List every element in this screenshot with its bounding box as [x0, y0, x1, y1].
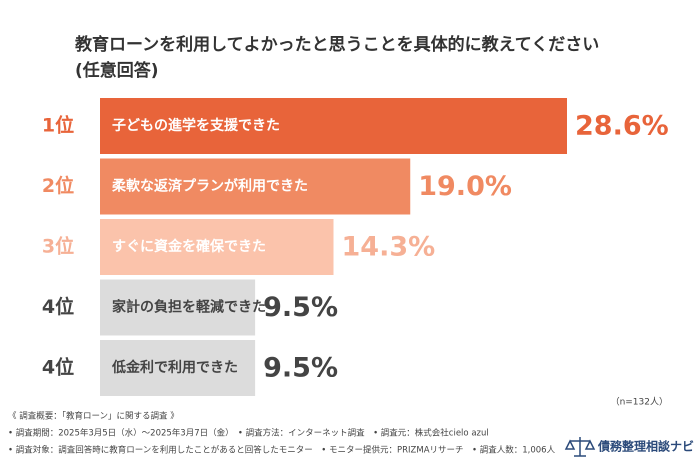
- category-label: 子どもの進学を支援できた: [112, 117, 280, 134]
- note: • 調査期間：2025年3月5日（水）～2025年3月7日（金） • 調査方法：…: [8, 428, 489, 439]
- category-label: 低金利で利用できた: [111, 359, 238, 376]
- logo-icon: [564, 437, 596, 457]
- note: • 調査対象：調査回答時に教育ローンを利用したことがあると回答したモニター • …: [8, 445, 556, 456]
- rank-label: 4位: [42, 356, 74, 379]
- rank-label: 1位: [42, 114, 74, 137]
- value-label: 9.5%: [263, 353, 338, 384]
- bar: [100, 219, 334, 275]
- chart-subtitle: (任意回答): [75, 60, 159, 81]
- note: 《 調査概要：「教育ローン」に関する調査 》: [8, 411, 179, 422]
- rank-label: 4位: [42, 295, 74, 318]
- logo: 債務整理相談ナビ: [597, 439, 694, 454]
- category-label: 柔軟な返済プランが利用できた: [111, 178, 308, 195]
- value-label: 14.3%: [342, 232, 436, 263]
- category-label: すぐに資金を確保できた: [112, 238, 266, 255]
- bar: [100, 340, 256, 396]
- category-label: 家計の負担を軽減できた: [112, 299, 266, 316]
- rank-label: 3位: [42, 235, 74, 258]
- bar: [100, 158, 411, 215]
- value-label: 28.6%: [575, 111, 669, 142]
- sample-size: （n=132人）: [611, 397, 668, 408]
- bar: [100, 98, 567, 154]
- chart-title: 教育ローンを利用してよかったと思うことを具体的に教えてください: [74, 34, 599, 55]
- value-label: 19.0%: [418, 171, 512, 202]
- bar: [100, 279, 256, 336]
- value-label: 9.5%: [263, 292, 338, 323]
- rank-label: 2位: [42, 174, 74, 197]
